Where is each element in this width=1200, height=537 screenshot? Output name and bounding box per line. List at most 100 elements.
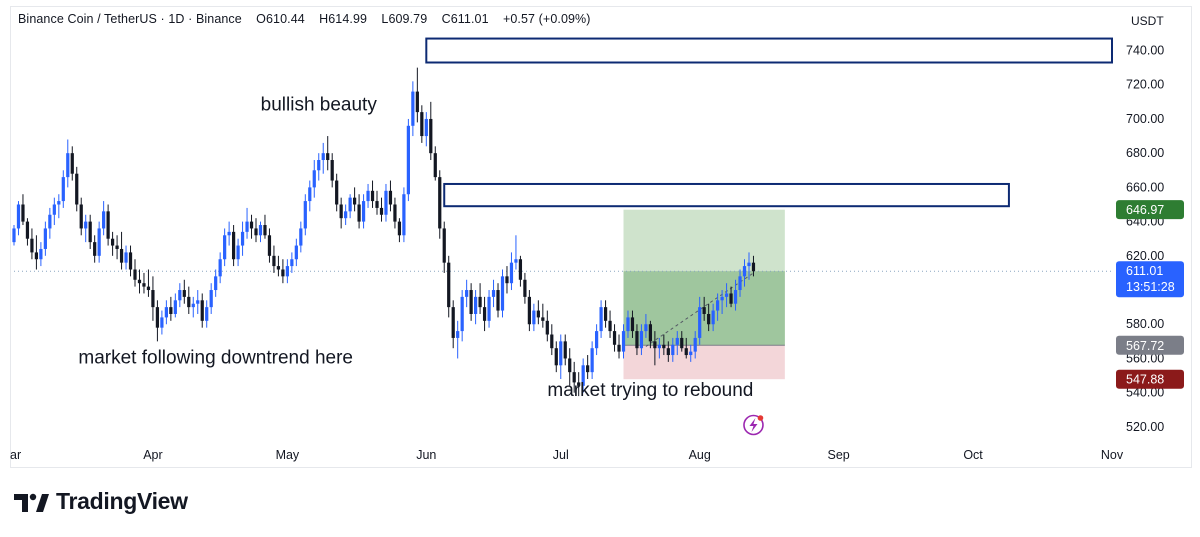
candle-body-46 [218,259,222,277]
candle-body-114 [523,279,527,297]
candle-body-147 [671,344,675,356]
supply-zone-box-1 [425,37,1114,64]
candle-body-139 [635,331,639,349]
candle-body-107 [491,290,496,297]
price-tag-countdown: 13:51:28 [1126,280,1175,294]
candle-body-57 [267,235,272,256]
candle-body-62 [290,259,294,267]
candle-body-118 [541,317,545,321]
price-tag-label: 567.72 [1126,339,1164,353]
candle-body-49 [231,231,236,260]
candle-body-44 [209,290,213,308]
candle-body-14 [75,173,79,205]
candle-body-109 [500,276,505,311]
y-tick-label: 720.00 [1126,78,1164,92]
candle-body-132 [603,307,608,321]
candle-body-100 [460,296,464,332]
y-tick-label: 660.00 [1126,180,1164,194]
candle-body-105 [482,307,487,321]
y-tick-label: 540.00 [1126,386,1164,400]
candle-body-112 [514,259,518,263]
chart-frame [10,6,1192,468]
candle-body-108 [496,290,500,311]
candle-body-55 [258,225,263,236]
candle-body-146 [666,348,670,356]
candle-body-134 [612,331,617,345]
candle-body-123 [563,341,567,359]
candle-body-119 [545,320,549,335]
lightning-bolt-icon [749,418,758,432]
tradingview-logo[interactable]: TradingView [14,488,188,515]
candle-body-130 [594,331,599,349]
y-tick-label: 580.00 [1126,317,1164,331]
candle-body-106 [487,296,491,321]
candle-body-81 [375,201,379,208]
candle-body-120 [550,334,554,349]
candle-body-153 [698,307,702,338]
supply-zone-box-2 [443,182,1010,208]
candle-body-143 [653,341,657,349]
candle-body-99 [456,331,460,338]
candle-body-68 [317,160,321,171]
candle-body-61 [285,266,289,277]
candle-body-72 [335,180,339,205]
candle-body-18 [93,242,97,256]
candle-body-77 [357,204,361,222]
price-tag-label: 646.97 [1126,203,1164,217]
price-unit-label[interactable]: USDT [1131,14,1164,28]
candle-body-94 [433,153,437,178]
candle-body-13 [70,153,74,174]
y-tick-label: 520.00 [1126,420,1164,434]
candle-body-142 [648,324,653,342]
candle-body-2 [21,204,25,222]
candle-body-117 [536,310,540,318]
candle-body-30 [146,286,151,291]
candle-body-22 [110,238,115,246]
ohlc-high: H614.99 [319,12,368,26]
candle-body-59 [276,266,281,270]
ohlc-low: L609.79 [381,12,428,26]
candle-body-45 [214,276,218,291]
candle-body-91 [420,112,424,137]
price-tag-blue [1116,261,1184,298]
candle-body-86 [397,221,402,236]
candle-body-126 [577,382,581,386]
symbol-title: Binance Coin / TetherUS · 1D · Binance [18,12,242,26]
candle-body-133 [608,320,612,332]
candle-body-42 [200,300,204,321]
candle-body-75 [348,197,352,212]
candle-body-89 [411,91,415,126]
candle-body-64 [299,228,303,246]
candle-body-67 [312,170,316,188]
candle-body-51 [240,231,245,246]
y-tick-label: 620.00 [1126,249,1164,263]
candle-body-135 [617,344,621,352]
candle-body-4 [30,238,34,253]
candle-body-43 [205,307,209,321]
candle-body-73 [339,204,343,219]
candle-body-131 [599,307,603,332]
candle-body-69 [321,153,325,161]
candle-body-21 [106,211,110,239]
candle-body-82 [379,207,384,215]
candle-body-26 [128,252,133,270]
annotation-1: market following downtrend here [78,348,353,369]
candle-body-54 [254,228,258,236]
x-tick-label: Nov [1101,448,1124,462]
candle-body-104 [478,296,482,308]
candle-body-101 [465,290,469,297]
candle-body-136 [621,331,626,352]
candle-body-127 [581,365,585,386]
candle-body-31 [151,290,155,308]
candle-body-74 [344,211,348,219]
candle-body-0 [12,228,16,243]
x-tick-label: ar [10,448,21,462]
candle-body-161 [733,290,738,304]
candle-body-70 [326,153,330,161]
price-tag-green [1116,200,1184,220]
candle-body-125 [572,372,576,383]
candle-body-66 [308,187,312,202]
candle-body-78 [361,201,366,222]
y-tick-label: 680.00 [1126,146,1164,160]
